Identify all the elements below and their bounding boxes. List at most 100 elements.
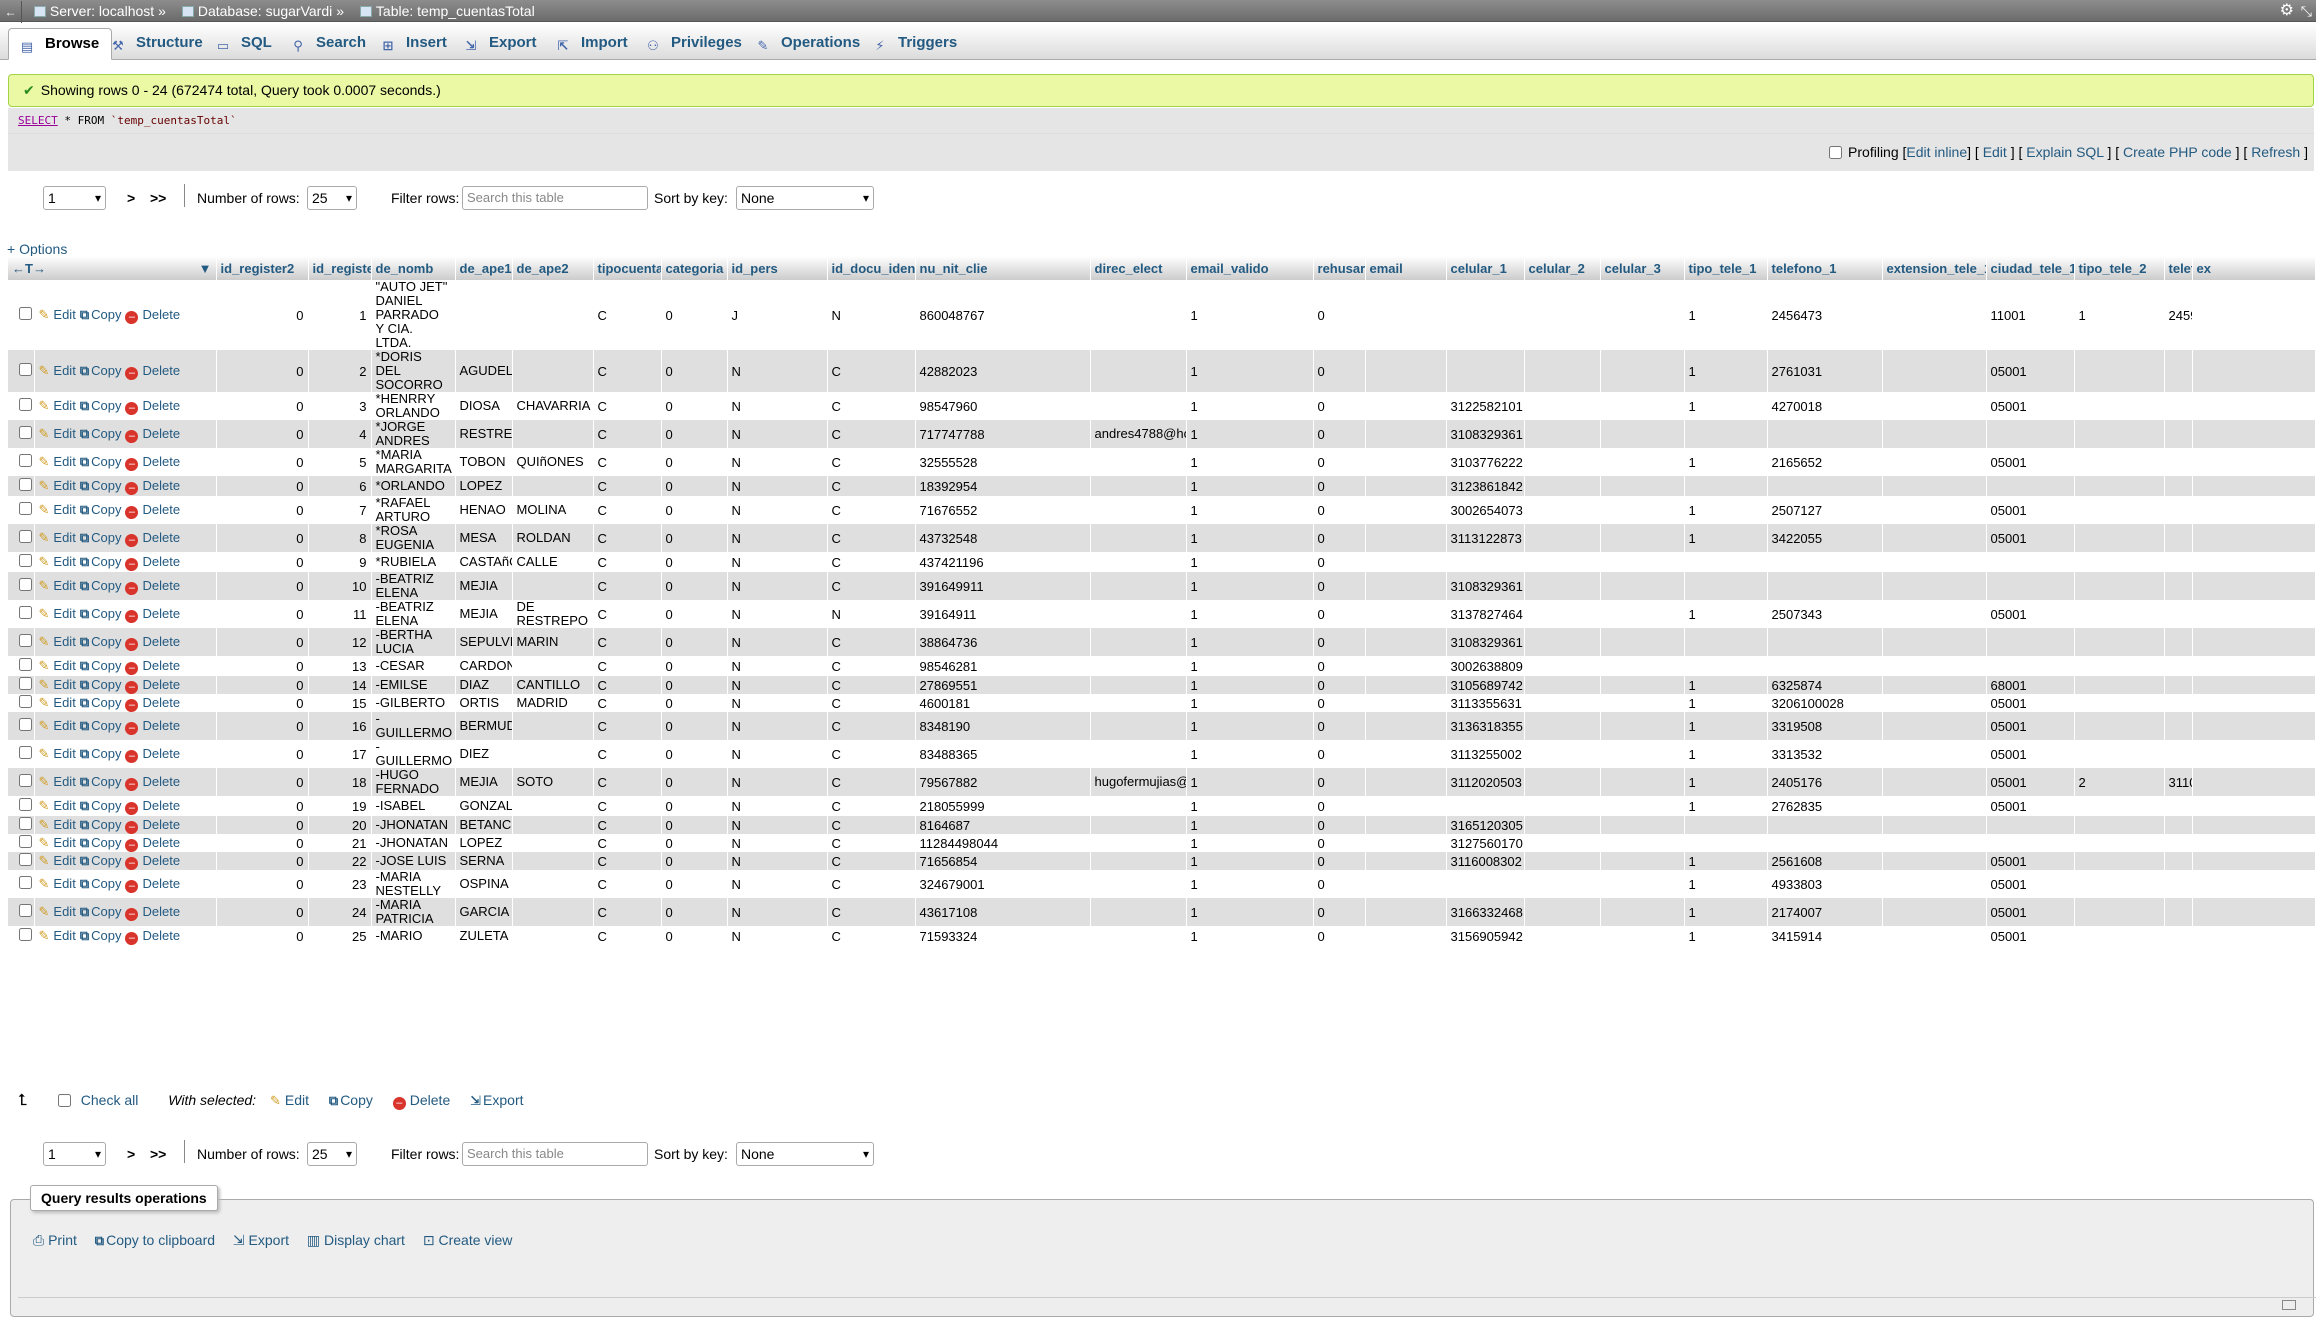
delete-row-button[interactable]: – Delete [125, 904, 180, 921]
cell-de-ape1[interactable]: DIOSA [455, 392, 513, 420]
cell-telefono-1[interactable]: 3319508 [1767, 712, 1883, 740]
cell-ciudad-tele-1[interactable]: 05001 [1986, 898, 2075, 926]
cell-telefono-2[interactable] [2164, 740, 2193, 768]
cell-nu-nit-clie[interactable]: 43617108 [915, 898, 1091, 926]
cell-tipo-tele-1[interactable]: 1 [1684, 768, 1768, 796]
cell-id-register[interactable]: 21 [308, 834, 372, 852]
cell-tipocuenta[interactable]: C [593, 740, 662, 768]
tab-structure[interactable]: ⚒ Structure [100, 28, 215, 60]
row-checkbox[interactable] [19, 426, 32, 439]
edit-row-button[interactable]: ✎ Edit [38, 852, 76, 868]
cell-celular-1[interactable] [1446, 350, 1525, 392]
cell-celular-1[interactable] [1446, 280, 1525, 350]
cell-ciudad-tele-1[interactable]: 05001 [1986, 496, 2075, 524]
cell-tipo-tele-2[interactable] [2074, 694, 2165, 712]
cell-celular-3[interactable] [1600, 676, 1685, 694]
cell-tipocuenta[interactable]: C [593, 628, 662, 656]
cell-de-nomb[interactable]: -CESAR [371, 656, 456, 676]
cell-id-pers[interactable]: N [727, 712, 828, 740]
cell-email-valido[interactable]: 1 [1186, 740, 1314, 768]
cell-telefono-1[interactable]: 2456473 [1767, 280, 1883, 350]
cell-de-ape1[interactable]: TOBON [455, 448, 513, 476]
cell-ciudad-tele-1[interactable]: 05001 [1986, 852, 2075, 870]
edit-row-button[interactable]: ✎ Edit [38, 362, 76, 378]
copy-row-button[interactable]: ⧉ Copy [79, 717, 122, 733]
column-resize-control[interactable]: ←T→ ▼ [8, 256, 217, 280]
cell-de-ape2[interactable]: CALLE [512, 552, 594, 572]
sort-select[interactable]: None [736, 186, 874, 210]
cell-nu-nit-clie[interactable]: 8164687 [915, 816, 1091, 834]
cell-celular-3[interactable] [1600, 280, 1685, 350]
cell-email[interactable] [1365, 796, 1447, 816]
cell-extension-tele-1[interactable] [1882, 280, 1987, 350]
cell-tipocuenta[interactable]: C [593, 350, 662, 392]
row-checkbox[interactable] [19, 677, 32, 690]
cell-telefono-2[interactable] [2164, 712, 2193, 740]
cell-celular-1[interactable]: 3116008302 [1446, 852, 1525, 870]
cell-extension-tele-1[interactable] [1882, 448, 1987, 476]
cell-telefono-2[interactable] [2164, 796, 2193, 816]
cell-id-docu-iden[interactable]: C [827, 816, 916, 834]
cell-telefono-1[interactable] [1767, 834, 1883, 852]
cell-tipo-tele-2[interactable] [2074, 926, 2165, 946]
copy-row-button[interactable]: ⧉ Copy [79, 676, 122, 692]
breadcrumb-server[interactable]: Server: localhost [33, 0, 154, 22]
cell-de-ape2[interactable]: MARIN [512, 628, 594, 656]
cell-de-ape2[interactable] [512, 572, 594, 600]
cell-de-ape1[interactable]: LOPEZ [455, 476, 513, 496]
cell-telefono-2[interactable] [2164, 392, 2193, 420]
bulk-edit-button[interactable]: ✎ Edit [269, 1092, 309, 1108]
row-checkbox[interactable] [19, 363, 32, 376]
cell-id-docu-iden[interactable]: C [827, 496, 916, 524]
cell-id-pers[interactable]: N [727, 572, 828, 600]
cell-direc-elect[interactable] [1090, 694, 1187, 712]
edit-row-button[interactable]: ✎ Edit [38, 834, 76, 850]
cell-de-nomb[interactable]: *HENRRY ORLANDO [371, 392, 456, 420]
cell-de-nomb[interactable]: -HUGO FERNADO [371, 768, 456, 796]
cell-nu-nit-clie[interactable]: 8348190 [915, 712, 1091, 740]
back-arrow-icon[interactable]: ← [0, 1, 22, 23]
cell-tipocuenta[interactable]: C [593, 572, 662, 600]
cell-ex[interactable] [2192, 852, 2316, 870]
cell-de-nomb[interactable]: *ROSA EUGENIA [371, 524, 456, 552]
cell-celular-1[interactable]: 3127560170 [1446, 834, 1525, 852]
cell-de-ape2[interactable]: SOTO [512, 768, 594, 796]
cell-email-valido[interactable]: 1 [1186, 656, 1314, 676]
cell-rehusar-email[interactable]: 0 [1313, 524, 1366, 552]
cell-tipocuenta[interactable]: C [593, 280, 662, 350]
row-checkbox[interactable] [19, 554, 32, 567]
delete-row-button[interactable]: – Delete [125, 853, 180, 870]
cell-email[interactable] [1365, 768, 1447, 796]
cell-direc-elect[interactable] [1090, 476, 1187, 496]
cell-celular-2[interactable] [1524, 694, 1601, 712]
copy-row-button[interactable]: ⧉ Copy [79, 797, 122, 813]
cell-id-register[interactable]: 17 [308, 740, 372, 768]
delete-row-button[interactable]: – Delete [125, 363, 180, 380]
cell-rehusar-email[interactable]: 0 [1313, 852, 1366, 870]
cell-tipocuenta[interactable]: C [593, 656, 662, 676]
cell-telefono-2[interactable]: 2459605 [2164, 280, 2193, 350]
cell-telefono-2[interactable] [2164, 420, 2193, 448]
delete-row-button[interactable]: – Delete [125, 718, 180, 735]
cell-id-register[interactable]: 25 [308, 926, 372, 946]
column-header-tipo-tele-1[interactable]: tipo_tele_1 [1684, 256, 1768, 280]
cell-telefono-1[interactable]: 2174007 [1767, 898, 1883, 926]
cell-extension-tele-1[interactable] [1882, 628, 1987, 656]
cell-id-docu-iden[interactable]: C [827, 676, 916, 694]
cell-telefono-1[interactable]: 2165652 [1767, 448, 1883, 476]
cell-ex[interactable] [2192, 600, 2316, 628]
cell-ciudad-tele-1[interactable]: 05001 [1986, 392, 2075, 420]
cell-de-ape1[interactable]: ZULETA [455, 926, 513, 946]
last-page-button-bottom[interactable]: >> [150, 1146, 167, 1162]
cell-tipocuenta[interactable]: C [593, 816, 662, 834]
cell-de-nomb[interactable]: -BEATRIZ ELENA [371, 600, 456, 628]
cell-de-nomb[interactable]: *RUBIELA [371, 552, 456, 572]
cell-nu-nit-clie[interactable]: 27869551 [915, 676, 1091, 694]
cell-rehusar-email[interactable]: 0 [1313, 280, 1366, 350]
cell-id-pers[interactable]: N [727, 628, 828, 656]
cell-celular-2[interactable] [1524, 870, 1601, 898]
cell-ciudad-tele-1[interactable]: 05001 [1986, 600, 2075, 628]
cell-tipo-tele-1[interactable] [1684, 476, 1768, 496]
cell-rehusar-email[interactable]: 0 [1313, 552, 1366, 572]
column-header-email[interactable]: email [1365, 256, 1447, 280]
